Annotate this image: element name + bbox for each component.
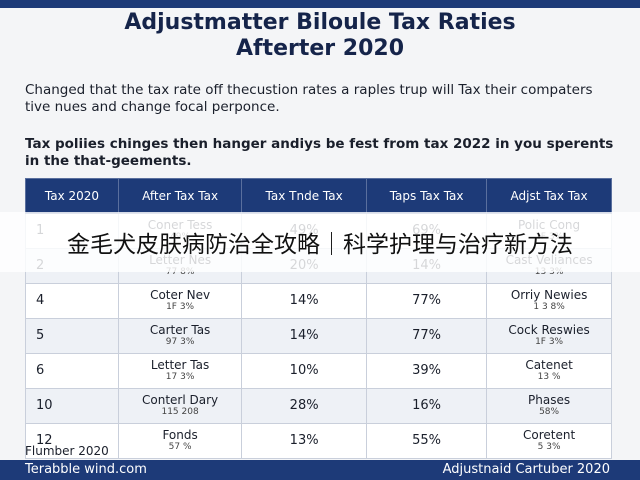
cell-sub: 97 3% xyxy=(165,337,195,347)
cell-main: Fonds xyxy=(162,428,198,442)
table-row: 12 Fonds 57 % 13% 55% Coretent 5 3% xyxy=(25,423,612,459)
cell: 4 xyxy=(25,283,119,319)
tax-table: Tax 2020 After Tax Tax Tax Tnde Tax Taps Ta… xyxy=(25,178,612,459)
header-row: Tax 2020 After Tax Tax Tax Tnde Tax Taps Ta… xyxy=(25,178,612,214)
table-row: 10 Conterl Dary 115 208 28% 16% Phases 58% xyxy=(25,388,612,424)
cell-sub: 77 8% xyxy=(165,267,195,277)
cell: 10% xyxy=(241,353,368,389)
cell-main: Cock Reswies xyxy=(508,323,590,337)
cell-sub: 5 3% xyxy=(537,442,561,452)
cell: Catenet 13 % xyxy=(486,353,612,389)
cell: 14% xyxy=(241,318,368,354)
footer-bar: Terabble wind.com Adjustnaid Cartuber 20… xyxy=(0,460,640,480)
cell-sub: 57 % xyxy=(168,442,192,452)
cell: 39% xyxy=(366,353,488,389)
cell-sub: 1 3 8% xyxy=(533,302,565,312)
cell: Orriy Newies 1 3 8% xyxy=(486,283,612,319)
cell: 12 xyxy=(25,423,119,459)
cell: Letter Tas 17 3% xyxy=(117,353,243,389)
cell-main: Coter Nev xyxy=(150,288,211,302)
title: Afterter 2020 xyxy=(235,36,405,61)
column-header: Tax 2020 xyxy=(25,178,119,214)
cell: 77% xyxy=(366,283,488,319)
cell-sub: 1F 3% xyxy=(535,337,564,347)
cell: 16% xyxy=(366,388,488,424)
cell-main: Coretent xyxy=(523,428,576,442)
cell: Phases 58% xyxy=(486,388,612,424)
cell: 10 xyxy=(25,388,119,424)
cell-main: Orriy Newies xyxy=(510,288,588,302)
cell: Cock Reswies 1F 3% xyxy=(486,318,612,354)
cell-main: Catenet xyxy=(525,358,573,372)
cell: Coter Nev 1F 3% xyxy=(117,283,243,319)
cell-main: Phases xyxy=(528,393,571,407)
cell-sub: 115 208 xyxy=(161,407,199,417)
cell: 77% xyxy=(366,318,488,354)
title: Adjustmatter Biloule Tax Raties xyxy=(124,10,516,35)
cell: 28% xyxy=(241,388,368,424)
cell: 13% xyxy=(241,423,368,459)
footer-left: Terabble wind.com xyxy=(25,462,147,477)
cell-sub: 17 3% xyxy=(165,372,195,382)
cell: 6 xyxy=(25,353,119,389)
cell: 14% xyxy=(241,283,368,319)
cell-sub: 13 % xyxy=(537,372,561,382)
banner: 金毛犬皮肤病防治全攻略｜科学护理与治疗新方法 xyxy=(0,212,640,272)
footer-right: Adjustnaid Cartuber 2020 xyxy=(442,462,610,477)
column-header: After Tax Tax xyxy=(117,178,243,214)
cell: Coretent 5 3% xyxy=(486,423,612,459)
cell-main: Letter Tas xyxy=(150,358,210,372)
cell: Carter Tas 97 3% xyxy=(117,318,243,354)
cell-sub: 58% xyxy=(539,407,560,417)
cell: 55% xyxy=(366,423,488,459)
footnote: Flumber 2020 xyxy=(25,444,109,458)
cell-main: Carter Tas xyxy=(149,323,211,337)
cell-main: Conterl Dary xyxy=(142,393,219,407)
table-row: 6 Letter Tas 17 3% 10% 39% Catenet 13 % xyxy=(25,353,612,389)
cell: Fonds 57 % xyxy=(117,423,243,459)
intro: Changed that the tax rate off thecustion… xyxy=(25,82,593,115)
cell: Conterl Dary 115 208 xyxy=(117,388,243,424)
cell-sub: 1F 3% xyxy=(166,302,195,312)
note: Tax poliies chinges then hanger andiys b… xyxy=(25,136,614,169)
column-header: Tax Tnde Tax xyxy=(241,178,368,214)
column-header: Taps Tax Tax xyxy=(366,178,488,214)
cell: 5 xyxy=(25,318,119,354)
column-header: Adjst Tax Tax xyxy=(486,178,612,214)
table-row: 5 Carter Tas 97 3% 14% 77% Cock Reswies 1F 3% xyxy=(25,318,612,354)
cell-sub: 13 3% xyxy=(534,267,564,277)
top-bar xyxy=(0,0,640,8)
table-row: 4 Coter Nev 1F 3% 14% 77% Orriy Newies 1 3 8% xyxy=(25,283,612,319)
